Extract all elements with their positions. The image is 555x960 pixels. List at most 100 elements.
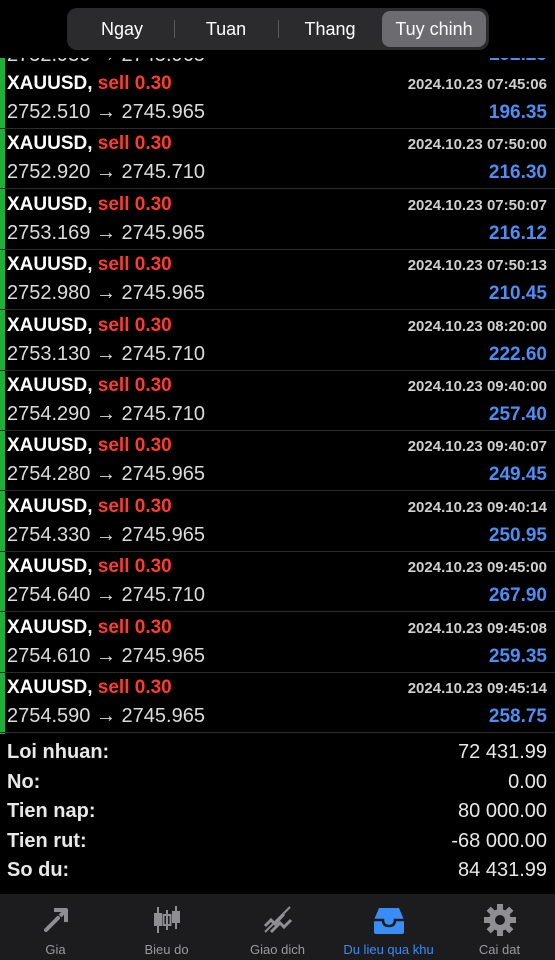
trade-profit: 196.35 [488, 102, 547, 123]
trade-side: sell 0.30 [97, 616, 172, 638]
trade-prices: 2754.590 → 2745.965 [7, 705, 205, 727]
trade-prices: 2754.280 → 2745.965 [7, 463, 205, 486]
trade-history-list[interactable]: 2752.930 → 2745.965 192.25 XAUUSD, sell … [0, 58, 555, 734]
trade-row[interactable]: XAUUSD, sell 0.30 2024.10.23 09:45:14 2754… [0, 673, 555, 733]
tab-week[interactable]: Tuan [174, 11, 278, 47]
summary-profit-row: Loi nhuan: 72 431.99 [0, 736, 555, 766]
summary-credit-row: No: 0.00 [0, 766, 555, 796]
trade-side: sell 0.30 [97, 193, 172, 215]
trade-symbol-text: XAUUSD, [7, 677, 93, 698]
trade-side: sell 0.30 [97, 375, 172, 396]
trade-symbol: XAUUSD, sell 0.30 [7, 194, 172, 216]
partial-row-profit: 192.25 [489, 58, 547, 66]
trade-prices: 2754.610 → 2745.965 [7, 644, 205, 667]
tab-chart-label: Bieu do [144, 942, 189, 957]
summary-balance-row: So du: 84 431.99 [0, 854, 555, 884]
trade-row[interactable]: XAUUSD, sell 0.30 2024.10.23 09:40:07 2754… [0, 431, 555, 492]
trade-row[interactable]: XAUUSD, sell 0.30 2024.10.23 09:45:00 2754… [0, 552, 555, 613]
trade-row[interactable]: XAUUSD, sell 0.30 2024.10.23 09:40:00 2754… [0, 371, 555, 431]
settings-icon [483, 904, 516, 936]
tab-settings-label: Cai dat [478, 942, 521, 957]
trade-symbol: XAUUSD, sell 0.30 [7, 496, 172, 518]
trade-profit: 216.12 [488, 222, 547, 244]
trade-side: sell 0.30 [97, 314, 172, 336]
tab-day[interactable]: Ngay [100, 18, 144, 39]
summary-deposit-row: Tien nap: 80 000.00 [0, 795, 555, 825]
withdraw-value: -68 000.00 [451, 829, 547, 852]
summary-withdraw-row: Tien rut: -68 000.00 [0, 825, 555, 855]
trade-row[interactable]: XAUUSD, sell 0.30 2024.10.23 09:40:14 2754… [0, 492, 555, 552]
trade-symbol-text: XAUUSD, [7, 375, 93, 396]
trade-symbol-text: XAUUSD, [7, 556, 93, 578]
trade-symbol-text: XAUUSD, [7, 133, 93, 155]
trade-side: sell 0.30 [97, 435, 172, 457]
quotes-icon [43, 908, 68, 932]
trade-symbol-text: XAUUSD, [7, 616, 93, 638]
tab-chart[interactable]: Bieu do [111, 894, 222, 960]
trade-symbol: XAUUSD, sell 0.30 [7, 677, 172, 699]
top-bar: Ngay Tuan Thang Tuy chinh [0, 0, 555, 58]
trade-profit: 222.60 [488, 343, 547, 365]
trade-time: 2024.10.23 07:45:06 [407, 76, 547, 93]
trade-time: 2024.10.23 07:50:13 [407, 257, 547, 275]
trade-row[interactable]: XAUUSD, sell 0.30 2024.10.23 07:50:00 2752… [0, 129, 555, 190]
tab-history-label: Du lieu qua khu [343, 942, 434, 957]
withdraw-label: Tien rut: [7, 829, 87, 852]
trade-profit: 249.45 [488, 464, 547, 486]
trade-row[interactable]: XAUUSD, sell 0.30 2024.10.23 07:45:06 2752… [0, 69, 555, 129]
trade-profit: 257.40 [488, 404, 547, 425]
trade-profit: 258.75 [488, 706, 547, 727]
trade-side: sell 0.30 [97, 677, 172, 698]
tab-month[interactable]: Thang [278, 11, 382, 47]
tab-history[interactable]: Du lieu qua khu [333, 894, 444, 960]
trade-prices: 2753.169 → 2745.965 [7, 221, 205, 244]
trade-time: 2024.10.23 07:50:00 [407, 136, 547, 154]
chart-icon [153, 906, 180, 933]
partial-row-prices: 2752.930 → 2745.965 [7, 58, 205, 67]
trade-side: sell 0.30 [97, 73, 172, 94]
balance-value: 84 431.99 [458, 859, 547, 881]
trade-time: 2024.10.23 08:20:00 [407, 317, 547, 335]
tab-custom[interactable]: Tuy chinh [382, 11, 486, 47]
trade-symbol-text: XAUUSD, [7, 435, 93, 457]
deposit-value: 80 000.00 [458, 800, 547, 822]
tab-settings[interactable]: Cai dat [444, 894, 555, 960]
trade-symbol-text: XAUUSD, [7, 254, 93, 276]
credit-value: 0.00 [508, 770, 547, 793]
trade-symbol: XAUUSD, sell 0.30 [7, 315, 172, 337]
history-icon [373, 908, 404, 934]
trade-profit: 267.90 [488, 585, 547, 607]
tab-trade[interactable]: Giao dich [222, 894, 333, 960]
trade-symbol: XAUUSD, sell 0.30 [7, 254, 172, 276]
trade-time: 2024.10.23 07:50:07 [407, 196, 547, 214]
trade-side: sell 0.30 [97, 495, 172, 517]
trade-prices: 2754.640 → 2745.710 [7, 584, 205, 607]
balance-label: So du: [7, 859, 70, 881]
trade-symbol-text: XAUUSD, [7, 193, 93, 215]
trade-side: sell 0.30 [97, 556, 172, 578]
profit-label: Loi nhuan: [7, 741, 110, 763]
trade-row[interactable]: XAUUSD, sell 0.30 2024.10.23 08:20:00 2753… [0, 311, 555, 371]
trade-time: 2024.10.23 09:40:14 [407, 498, 547, 516]
trade-symbol-text: XAUUSD, [7, 73, 93, 94]
account-summary: Loi nhuan: 72 431.99 No: 0.00 Tien nap: … [0, 736, 555, 884]
trade-time: 2024.10.23 09:45:08 [407, 619, 547, 637]
trade-prices: 2753.130 → 2745.710 [7, 342, 205, 365]
tab-quotes[interactable]: Gia [0, 894, 111, 960]
trade-side: sell 0.30 [97, 254, 172, 276]
tab-quotes-label: Gia [45, 942, 66, 957]
trade-row[interactable]: XAUUSD, sell 0.30 2024.10.23 07:50:07 2753… [0, 190, 555, 250]
trade-prices: 2754.330 → 2745.965 [7, 523, 205, 546]
trade-row[interactable]: XAUUSD, sell 0.30 2024.10.23 09:45:08 2754… [0, 613, 555, 673]
trade-symbol-text: XAUUSD, [7, 314, 93, 336]
trade-time: 2024.10.23 09:45:14 [407, 680, 547, 697]
trade-row[interactable]: XAUUSD, sell 0.30 2024.10.23 07:50:13 2752… [0, 250, 555, 311]
trade-prices: 2752.980 → 2745.965 [7, 282, 205, 305]
trade-symbol: XAUUSD, sell 0.30 [7, 556, 172, 578]
trade-symbol: XAUUSD, sell 0.30 [7, 617, 172, 639]
credit-label: No: [7, 770, 41, 793]
tab-trade-label: Giao dich [250, 942, 305, 957]
trade-profit: 210.45 [488, 283, 547, 305]
trade-symbol: XAUUSD, sell 0.30 [7, 73, 172, 95]
position-indicator-bar [0, 58, 5, 734]
